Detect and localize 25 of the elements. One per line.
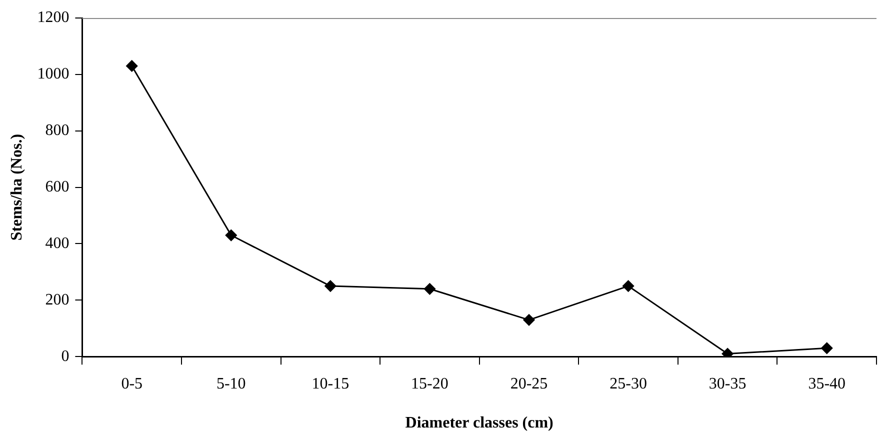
- point: [424, 283, 436, 295]
- y-tick-label: 200: [45, 291, 70, 308]
- y-tick-label: 1200: [37, 9, 70, 26]
- point: [722, 348, 734, 357]
- x-tick-label: 20-25: [510, 375, 548, 392]
- point: [126, 60, 138, 72]
- y-tick-label: 1000: [37, 66, 70, 83]
- x-tick-label: 5-10: [216, 375, 246, 392]
- point: [622, 280, 634, 292]
- x-tick-label: 0-5: [121, 375, 143, 392]
- point: [324, 280, 336, 292]
- point: [821, 342, 833, 354]
- point: [523, 314, 535, 326]
- x-tick-label: 35-40: [808, 375, 846, 392]
- y-axis-title: Stems/ha (Nos.): [8, 134, 26, 241]
- point: [225, 230, 237, 242]
- y-tick-label: 600: [45, 178, 70, 196]
- x-tick-label: 30-35: [708, 375, 746, 392]
- y-tick-label: 0: [61, 348, 70, 365]
- y-tick-label: 400: [45, 234, 70, 252]
- x-tick-label: 15-20: [411, 375, 448, 392]
- x-tick-label: 25-30: [610, 375, 647, 392]
- y-tick-label: 800: [45, 122, 70, 140]
- x-tick-label: 10-15: [312, 375, 350, 392]
- x-axis-title: Diameter classes (cm): [405, 414, 554, 432]
